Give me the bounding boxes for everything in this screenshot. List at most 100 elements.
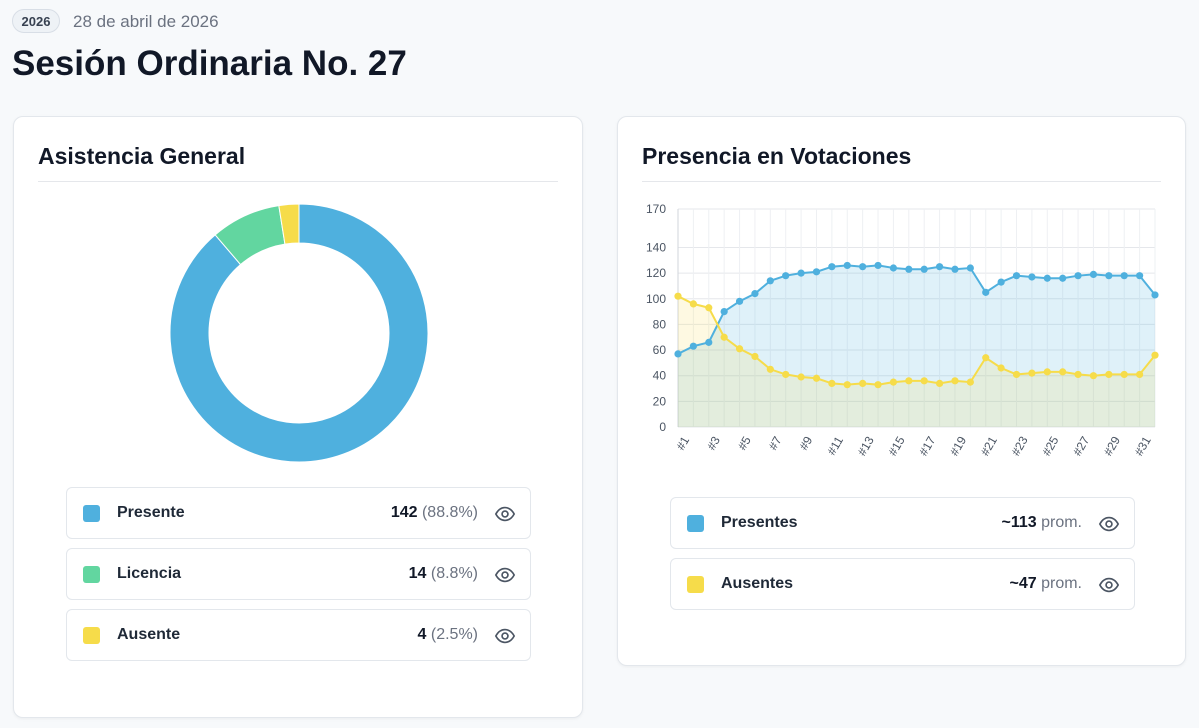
data-point-ausentes[interactable]	[1105, 370, 1113, 379]
data-point-ausentes[interactable]	[1074, 370, 1082, 379]
eye-icon[interactable]	[1098, 513, 1120, 535]
data-point-presentes[interactable]	[874, 261, 882, 270]
eye-icon[interactable]	[494, 625, 516, 647]
data-point-presentes[interactable]	[1012, 272, 1021, 280]
data-point-presentes[interactable]	[828, 263, 836, 271]
x-tick-label: #29	[1101, 434, 1123, 459]
legend-row-ausentes[interactable]: Ausentes ~47 prom.	[670, 558, 1135, 610]
data-point-ausentes[interactable]	[1120, 370, 1128, 379]
data-point-presentes[interactable]	[905, 265, 913, 273]
data-point-presentes[interactable]	[1043, 274, 1051, 282]
data-point-presentes[interactable]	[782, 272, 790, 280]
data-point-ausentes[interactable]	[997, 364, 1005, 372]
data-point-ausentes[interactable]	[1059, 368, 1067, 376]
x-tick-label: #25	[1039, 434, 1061, 459]
donut-slice-presente	[169, 203, 429, 463]
data-point-presentes[interactable]	[889, 264, 898, 272]
data-point-presentes[interactable]	[1120, 272, 1128, 280]
legend-row-presentes[interactable]: Presentes ~113 prom.	[670, 497, 1135, 549]
data-point-ausentes[interactable]	[951, 377, 959, 385]
data-point-ausentes[interactable]	[920, 377, 928, 385]
data-point-ausentes[interactable]	[828, 379, 836, 387]
x-tick-label: #9	[797, 434, 816, 453]
data-point-presentes[interactable]	[1059, 274, 1067, 282]
data-point-ausentes[interactable]	[720, 333, 728, 341]
data-point-ausentes[interactable]	[812, 374, 821, 382]
data-point-presentes[interactable]	[935, 263, 944, 271]
data-point-presentes[interactable]	[920, 265, 928, 273]
y-tick-label: 140	[646, 240, 666, 254]
legend-label: Licencia	[117, 565, 182, 582]
data-point-presentes[interactable]	[997, 278, 1005, 286]
data-point-presentes[interactable]	[766, 277, 774, 285]
data-point-presentes[interactable]	[1028, 273, 1036, 281]
data-point-presentes[interactable]	[1105, 272, 1113, 280]
data-point-presentes[interactable]	[1074, 272, 1082, 280]
x-tick-label: #23	[1009, 434, 1031, 459]
data-point-presentes[interactable]	[812, 268, 821, 276]
data-point-ausentes[interactable]	[1136, 370, 1144, 379]
data-point-ausentes[interactable]	[1151, 351, 1159, 359]
ausente-swatch	[83, 627, 100, 644]
data-point-ausentes[interactable]	[935, 379, 944, 387]
data-point-presentes[interactable]	[951, 265, 959, 273]
data-point-ausentes[interactable]	[889, 378, 898, 386]
year-badge: 2026	[12, 9, 60, 33]
legend-label: Ausentes	[721, 575, 794, 592]
data-point-ausentes[interactable]	[735, 345, 744, 353]
data-point-presentes[interactable]	[720, 307, 728, 316]
data-point-presentes[interactable]	[859, 263, 867, 271]
data-point-ausentes[interactable]	[674, 292, 682, 300]
data-point-ausentes[interactable]	[966, 378, 974, 386]
data-point-ausentes[interactable]	[905, 377, 913, 385]
legend-row-ausente[interactable]: Ausente 4 (2.5%)	[66, 609, 531, 661]
eye-icon[interactable]	[1098, 574, 1120, 596]
data-point-ausentes[interactable]	[843, 381, 851, 389]
data-point-presentes[interactable]	[843, 261, 851, 270]
y-tick-label: 80	[653, 317, 667, 331]
data-point-presentes[interactable]	[966, 264, 974, 272]
y-tick-label: 170	[646, 202, 666, 216]
data-point-ausentes[interactable]	[1028, 369, 1036, 377]
y-tick-label: 120	[646, 266, 666, 280]
x-tick-label: #5	[735, 434, 754, 453]
legend-row-licencia[interactable]: Licencia 14 (8.8%)	[66, 548, 531, 600]
data-point-ausentes[interactable]	[859, 379, 867, 387]
legend-row-presente[interactable]: Presente 142 (88.8%)	[66, 487, 531, 539]
data-point-ausentes[interactable]	[874, 381, 882, 389]
data-point-presentes[interactable]	[735, 297, 744, 305]
data-point-presentes[interactable]	[797, 269, 805, 277]
x-tick-label: #15	[885, 434, 907, 459]
data-point-presentes[interactable]	[751, 290, 759, 298]
x-tick-label: #31	[1132, 434, 1154, 459]
data-point-presentes[interactable]	[1151, 291, 1159, 299]
licencia-swatch	[83, 566, 100, 583]
data-point-ausentes[interactable]	[751, 352, 759, 361]
data-point-presentes[interactable]	[1089, 270, 1098, 278]
data-point-ausentes[interactable]	[705, 304, 713, 312]
votes-card: Presencia en Votaciones 0 20 40 60 80 100 120 1…	[617, 116, 1186, 666]
legend-label: Presentes	[721, 514, 798, 531]
data-point-ausentes[interactable]	[782, 370, 790, 379]
ausentes-swatch	[687, 576, 704, 593]
data-point-presentes[interactable]	[674, 350, 682, 358]
x-tick-label: #27	[1070, 434, 1092, 459]
data-point-ausentes[interactable]	[1089, 372, 1098, 380]
eye-icon[interactable]	[494, 564, 516, 586]
data-point-presentes[interactable]	[705, 338, 713, 346]
data-point-ausentes[interactable]	[1043, 368, 1051, 376]
data-point-ausentes[interactable]	[766, 365, 774, 373]
data-point-ausentes[interactable]	[1012, 370, 1021, 379]
data-point-presentes[interactable]	[982, 288, 990, 296]
data-point-ausentes[interactable]	[797, 373, 805, 381]
x-tick-label: #17	[916, 434, 938, 459]
data-point-presentes[interactable]	[689, 342, 697, 350]
data-point-ausentes[interactable]	[982, 354, 990, 362]
page-title: Sesión Ordinaria No. 27	[12, 44, 407, 83]
attendance-card: Asistencia General Presente 142 (88.8%) …	[13, 116, 583, 718]
legend-value: ~47 prom.	[1009, 575, 1083, 592]
eye-icon[interactable]	[494, 503, 516, 525]
x-tick-label: #3	[704, 434, 723, 453]
data-point-presentes[interactable]	[1136, 272, 1144, 280]
data-point-ausentes[interactable]	[689, 300, 697, 308]
